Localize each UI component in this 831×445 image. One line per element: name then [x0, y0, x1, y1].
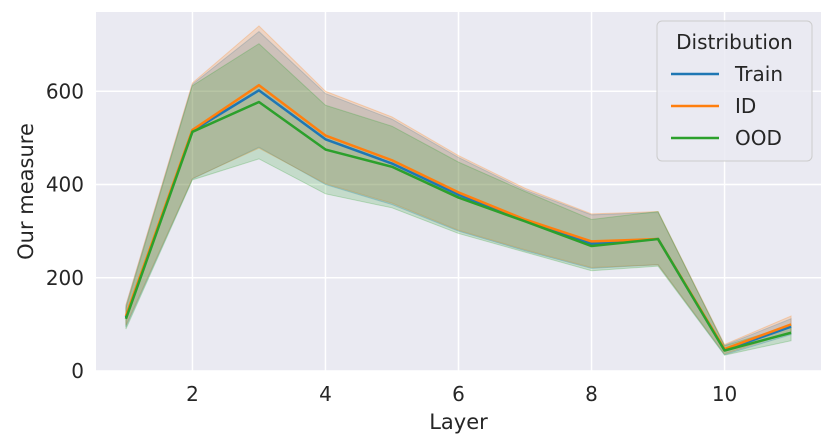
legend: Distribution Train ID OOD	[656, 20, 813, 162]
confidence-band-id	[125, 25, 792, 355]
x-tick-label: 6	[452, 382, 465, 406]
legend-box	[656, 20, 813, 162]
legend-label-id: ID	[735, 94, 756, 118]
x-tick-label: 4	[319, 382, 332, 406]
y-tick-label: 200	[46, 266, 84, 290]
x-axis-label: Layer	[429, 410, 488, 434]
y-axis-label: Our measure	[14, 123, 38, 260]
x-tick-label: 2	[186, 382, 199, 406]
series-line-ood	[124, 100, 792, 352]
y-tick-label: 0	[71, 359, 84, 383]
y-tick-label: 600	[46, 79, 84, 103]
legend-label-train: Train	[734, 62, 783, 86]
x-tick-label: 8	[585, 382, 598, 406]
y-tick-labels: 0 200 400 600	[46, 79, 84, 383]
x-tick-labels: 2 4 6 8 10	[186, 382, 737, 406]
legend-items: Train ID OOD	[671, 62, 783, 150]
legend-label-ood: OOD	[735, 126, 782, 150]
y-tick-label: 400	[46, 173, 84, 197]
confidence-band-ood	[125, 43, 792, 356]
x-tick-label: 10	[712, 382, 737, 406]
legend-title: Distribution	[676, 30, 793, 54]
series-lines	[124, 83, 792, 352]
